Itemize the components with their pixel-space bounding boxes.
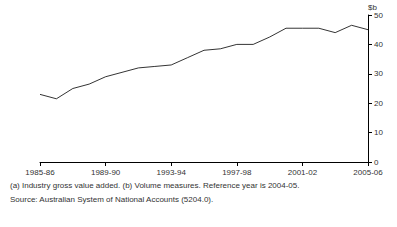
svg-text:2001-02: 2001-02 [288, 168, 318, 177]
svg-text:2005-06: 2005-06 [353, 168, 383, 177]
svg-text:20: 20 [374, 99, 383, 108]
svg-text:$b: $b [368, 2, 377, 12]
svg-text:1985-86: 1985-86 [25, 168, 55, 177]
svg-text:Source: Australian System of N: Source: Australian System of National Ac… [10, 195, 213, 204]
svg-text:0: 0 [374, 158, 379, 167]
svg-text:1997-98: 1997-98 [222, 168, 252, 177]
svg-text:1989-90: 1989-90 [91, 168, 121, 177]
svg-text:50: 50 [374, 11, 383, 20]
svg-text:(a) Industry gross value added: (a) Industry gross value added. (b) Volu… [10, 181, 299, 190]
svg-text:30: 30 [374, 69, 383, 78]
svg-text:10: 10 [374, 128, 383, 137]
svg-text:1993-94: 1993-94 [157, 168, 187, 177]
svg-text:40: 40 [374, 40, 383, 49]
